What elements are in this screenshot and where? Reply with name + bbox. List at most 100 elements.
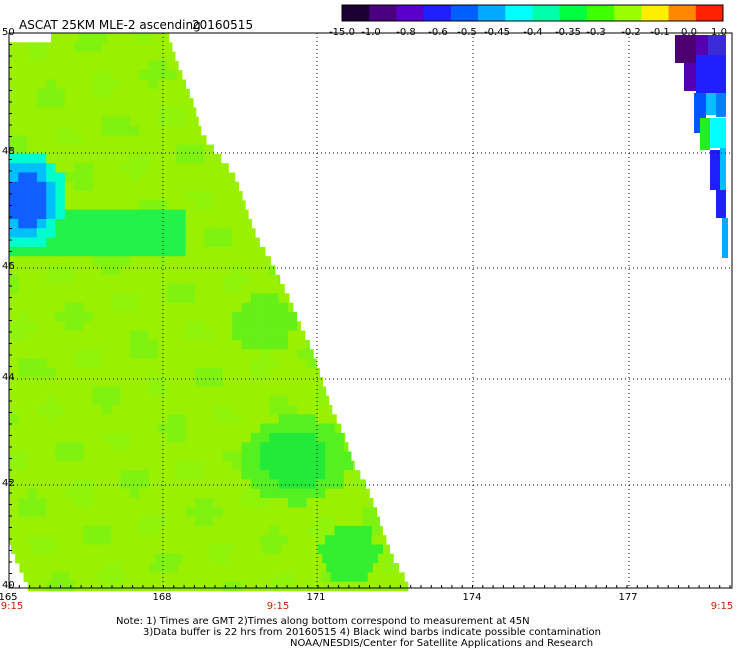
colorbar-swatch [369,5,397,21]
swath-cell [204,470,214,480]
swath-cell [18,395,28,406]
swath-cell [18,377,28,387]
lat-label-44: 44 [2,372,15,383]
swath-cell [278,516,289,527]
swath-cell [157,386,168,396]
swath-cell [120,191,131,201]
swath-cell [27,423,38,434]
swath-cell [176,302,186,313]
swath-cell [185,200,196,210]
swath-cell [195,219,205,229]
swath-cell [343,451,352,462]
swath-cell [83,181,93,192]
swath-cell [250,293,261,303]
swath-cell [246,572,257,582]
swath-cell [129,293,140,303]
swath-cell [27,107,38,117]
swath-cell [120,246,131,257]
swath-cell [74,237,84,248]
swath-cell [241,395,252,406]
swath-cell [102,153,112,164]
swath-cell [92,516,103,527]
swath-cell [157,79,168,90]
swath-cell [9,60,19,71]
swath-cell [129,153,140,164]
swath-cell [139,284,149,294]
swath-cell [83,135,93,145]
swath-cell [36,479,47,489]
swath-cell [64,107,75,117]
swath-cell [260,386,270,396]
swath-cell [204,163,214,173]
swath-cell [55,284,66,294]
swath-cell [27,70,38,80]
swath-cell [92,265,103,276]
swath-cell [102,237,112,248]
swath-cell [195,367,205,378]
swath-cell [120,321,131,331]
swath-cell [222,460,233,471]
swath-cell [269,507,279,517]
swath-cell [232,507,242,517]
swath-cell [139,507,149,517]
swath-cell [261,563,271,573]
colorbar-swatch [559,5,588,21]
swath-cell [92,423,103,434]
swath-cell [167,432,177,443]
swath-cell [64,451,75,462]
swath-cell [213,265,224,276]
swath-cell [325,516,335,527]
swath-cell [36,274,47,285]
swath-cell [206,544,216,555]
swath-cell [120,172,131,183]
swath-cell [27,321,38,331]
swath-cell [250,386,261,396]
swath-cell [139,312,149,322]
swath-cell [224,544,235,555]
swath-cell [269,451,279,462]
swath-cell [66,544,77,555]
swath-cell [36,414,47,424]
swath-cell [139,116,149,127]
swath-cell [92,191,103,201]
swath-cell [302,572,313,582]
swath-cell [9,488,19,499]
swath-cell [46,470,56,480]
swath-cell [222,498,233,508]
swath-cell [55,116,66,127]
swath-cell [36,405,47,415]
swath-cell [195,581,205,592]
swath-cell [278,395,289,406]
swath-cell [139,219,149,229]
swath-cell [74,525,84,536]
swath-cell [343,535,354,545]
swath-cell [148,479,159,489]
swath-cell [343,488,354,499]
swath-cell [363,563,374,573]
swath-cell [74,507,84,517]
swath-cell [74,153,84,164]
swath-cell [195,395,205,406]
swath-cell [250,265,261,276]
swath-cell [120,386,131,396]
swath-cell [71,553,81,564]
swath-cell [315,498,326,508]
swath-cell [176,321,186,331]
colorbar-border [341,4,724,22]
swath-cell [269,339,279,350]
swath-cell [83,377,93,387]
swath-cell [83,237,93,248]
swath-cell [102,256,112,266]
swath-cell [46,442,56,452]
swath-cell [167,191,177,201]
swath-cell [27,98,38,108]
swath-cell [167,293,177,303]
swath-cell [18,460,28,471]
swath-cell [92,581,103,592]
swath-cell [102,470,112,480]
swath-cell [104,544,114,555]
swath-cell [120,423,131,434]
swath-cell [111,460,121,471]
swath-cell [157,107,168,117]
swath-cell [83,535,93,545]
